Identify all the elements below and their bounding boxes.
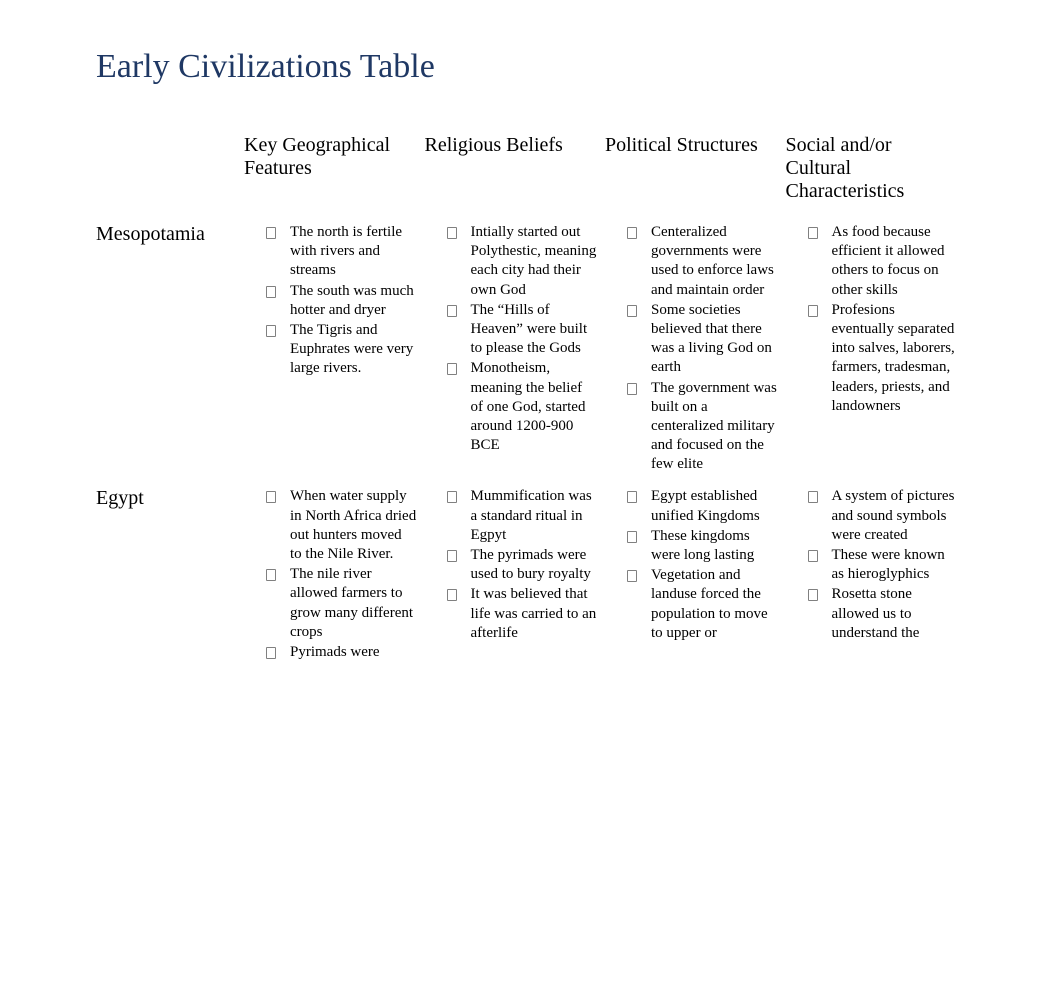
table-cell: A system of pictures and sound symbols w…: [786, 487, 967, 675]
table-cell: When water supply in North Africa dried …: [244, 487, 425, 675]
list-item: Some societies believed that there was a…: [627, 301, 778, 378]
table-body: Mesopotamia The north is fertile with riv…: [96, 223, 966, 675]
civilizations-table: Key Geographical Features Religious Beli…: [96, 134, 966, 675]
list-item: The south was much hotter and dryer: [266, 282, 417, 320]
list-item: The nile river allowed farmers to grow m…: [266, 565, 417, 642]
list-item: The pyrimads were used to bury royalty: [447, 546, 598, 584]
list-item: As food because efficient it allowed oth…: [808, 223, 959, 300]
list-item: The north is fertile with rivers and str…: [266, 223, 417, 281]
list-item: Profesions eventually separated into sal…: [808, 301, 959, 416]
table-cell: Mummification was a standard ritual in E…: [425, 487, 606, 675]
bullet-list: The north is fertile with rivers and str…: [244, 223, 417, 379]
list-item: The government was built on a centeraliz…: [627, 379, 778, 475]
bullet-list: Mummification was a standard ritual in E…: [425, 487, 598, 643]
table-row: Mesopotamia The north is fertile with riv…: [96, 223, 966, 487]
bullet-list: Centeralized governments were used to en…: [605, 223, 778, 474]
list-item: Intially started out Polythestic, meanin…: [447, 223, 598, 300]
list-item: These were known as hieroglyphics: [808, 546, 959, 584]
list-item: These kingdoms were long lasting: [627, 527, 778, 565]
list-item: The “Hills of Heaven” were built to plea…: [447, 301, 598, 359]
table-container: Key Geographical Features Religious Beli…: [96, 134, 966, 675]
list-item: A system of pictures and sound symbols w…: [808, 487, 959, 545]
table-cell: The north is fertile with rivers and str…: [244, 223, 425, 487]
list-item: It was believed that life was carried to…: [447, 585, 598, 643]
table-cell: Egypt established unified KingdomsThese …: [605, 487, 786, 675]
col-header-geo: Key Geographical Features: [244, 134, 425, 223]
col-header-political: Political Structures: [605, 134, 786, 223]
bullet-list: Intially started out Polythestic, meanin…: [425, 223, 598, 455]
row-header: Egypt: [96, 487, 244, 675]
col-header-religion: Religious Beliefs: [425, 134, 606, 223]
list-item: Rosetta stone allowed us to understand t…: [808, 585, 959, 643]
list-item: Vegetation and landuse forced the popula…: [627, 566, 778, 643]
page-title: Early Civilizations Table: [96, 48, 966, 86]
table-cell: Centeralized governments were used to en…: [605, 223, 786, 487]
bullet-list: When water supply in North Africa dried …: [244, 487, 417, 662]
table-row: Egypt When water supply in North Africa d…: [96, 487, 966, 675]
row-header: Mesopotamia: [96, 223, 244, 487]
bullet-list: As food because efficient it allowed oth…: [786, 223, 959, 416]
list-item: Mummification was a standard ritual in E…: [447, 487, 598, 545]
list-item: When water supply in North Africa dried …: [266, 487, 417, 564]
list-item: The Tigris and Euphrates were very large…: [266, 321, 417, 379]
col-header-social: Social and/or Cultural Characteristics: [786, 134, 967, 223]
list-item: Pyrimads were: [266, 643, 417, 662]
list-item: Centeralized governments were used to en…: [627, 223, 778, 300]
bullet-list: A system of pictures and sound symbols w…: [786, 487, 959, 643]
table-cell: Intially started out Polythestic, meanin…: [425, 223, 606, 487]
list-item: Monotheism, meaning the belief of one Go…: [447, 359, 598, 455]
table-cell: As food because efficient it allowed oth…: [786, 223, 967, 487]
bullet-list: Egypt established unified KingdomsThese …: [605, 487, 778, 643]
list-item: Egypt established unified Kingdoms: [627, 487, 778, 525]
empty-corner: [96, 134, 244, 223]
